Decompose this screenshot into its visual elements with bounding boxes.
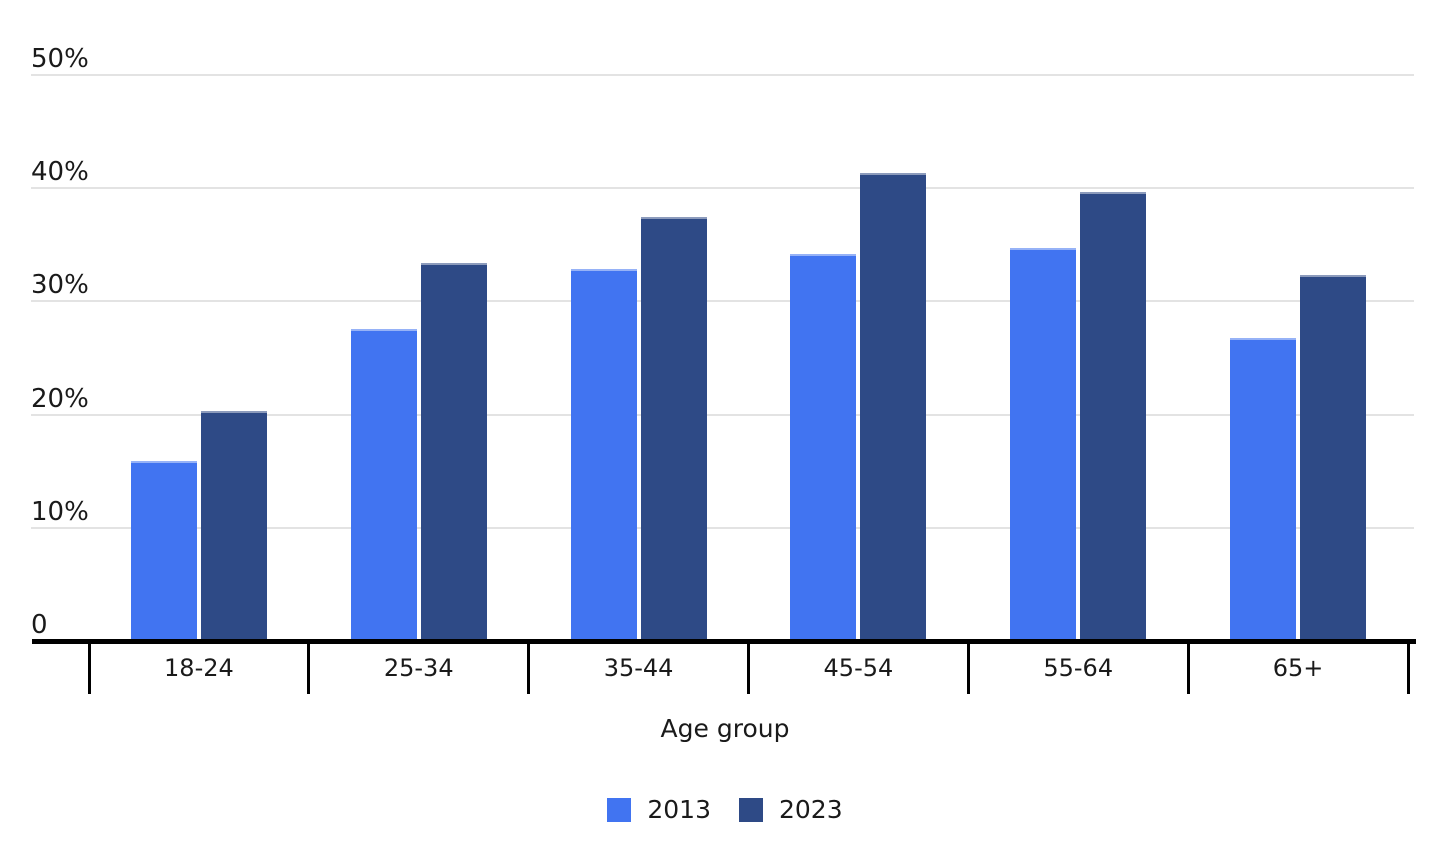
gridline-40	[31, 187, 1414, 190]
y-tick-label-40: 40%	[31, 157, 89, 188]
gridline-10	[31, 526, 1414, 529]
legend-label-2013: 2013	[647, 795, 711, 824]
y-tick-label-10: 10%	[31, 496, 89, 527]
x-tick-label-35-44: 35-44	[603, 654, 674, 682]
legend-item-2023: 2023	[739, 797, 843, 823]
y-tick-label-20: 20%	[31, 383, 89, 414]
y-tick-label-50: 50%	[31, 44, 89, 74]
legend-label-2023: 2023	[779, 795, 843, 824]
x-tick	[87, 644, 91, 694]
x-tick	[1186, 644, 1190, 694]
bar-2023-35-44	[640, 216, 707, 641]
bar-2013-55-64	[1010, 248, 1077, 641]
x-tick	[307, 644, 311, 694]
x-tick	[747, 644, 750, 694]
x-tick-label-18-24: 18-24	[164, 654, 234, 682]
bar-2013-35-44	[570, 268, 637, 641]
bar-2023-25-34	[420, 262, 487, 641]
legend-swatch-2013	[607, 798, 632, 822]
legend: 2013 2023	[0, 797, 1450, 823]
gridline-30	[31, 300, 1414, 303]
gridline-20	[31, 413, 1414, 416]
x-axis-title: Age group	[660, 714, 790, 743]
y-tick-label-0: 0	[31, 610, 48, 640]
x-tick-label-25-34: 25-34	[383, 654, 454, 682]
x-tick-label-55-64: 55-64	[1043, 654, 1114, 682]
bar-2013-25-34	[350, 328, 417, 641]
bar-2013-18-24	[130, 461, 197, 641]
x-tick-label-45-54: 45-54	[823, 654, 894, 682]
legend-swatch-2023	[739, 798, 763, 822]
bar-2023-65+	[1300, 275, 1367, 641]
legend-item-2013: 2013	[607, 797, 711, 823]
x-tick	[966, 644, 970, 694]
bar-2023-55-64	[1080, 191, 1147, 641]
x-axis-line	[32, 639, 1416, 644]
x-tick	[1406, 644, 1410, 694]
x-tick-label-65+: 65+	[1272, 654, 1324, 682]
gridline-50	[31, 74, 1414, 76]
bar-2013-65+	[1230, 337, 1297, 641]
y-tick-label-30: 30%	[31, 270, 89, 301]
bar-2013-45-54	[790, 253, 857, 641]
x-tick	[527, 644, 531, 694]
bar-2023-18-24	[200, 411, 267, 641]
bar-2023-45-54	[860, 173, 927, 641]
